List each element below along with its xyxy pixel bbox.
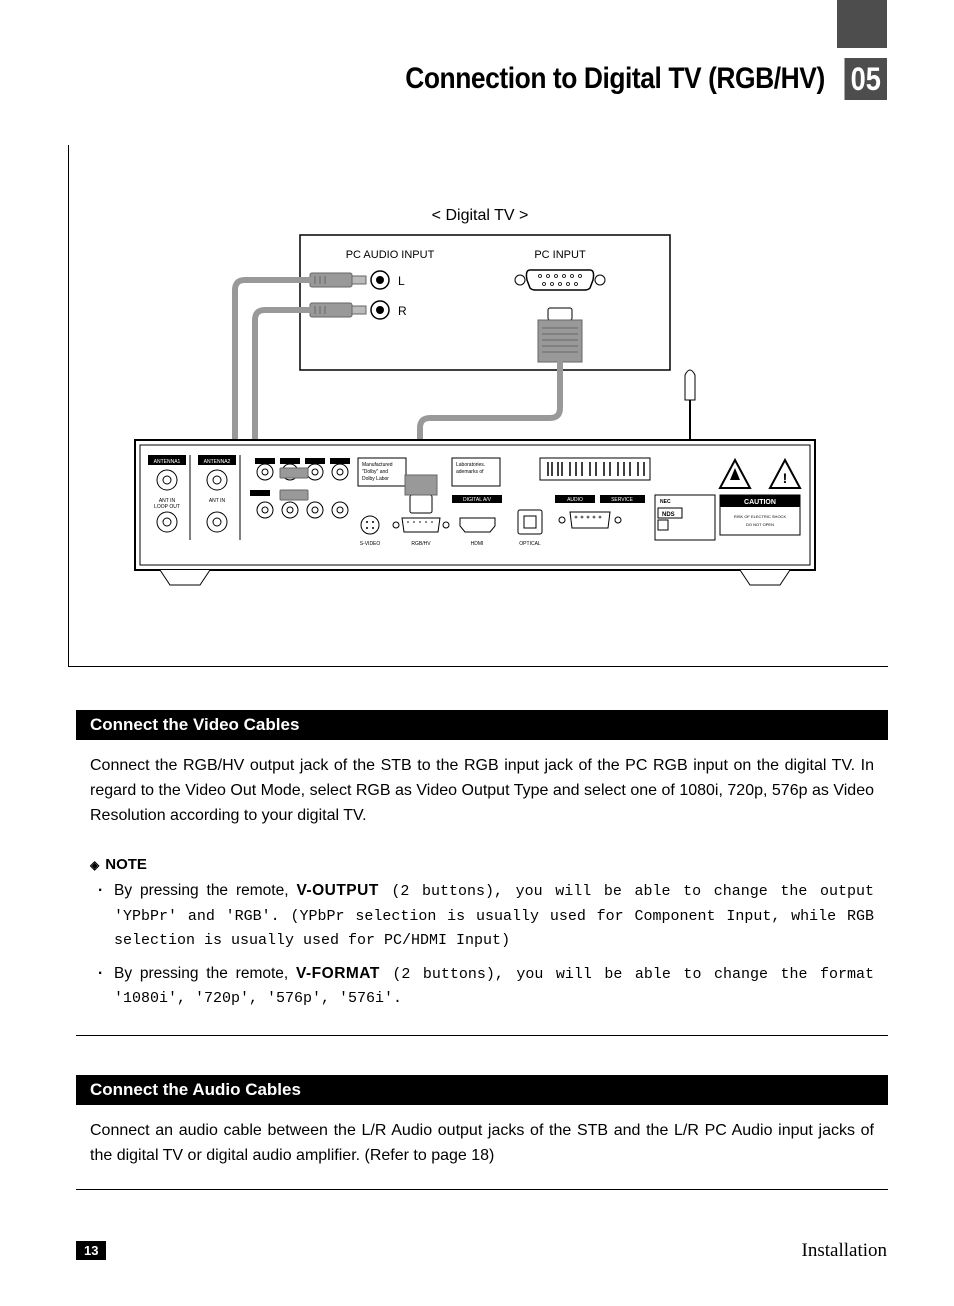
svg-text:RGB/HV: RGB/HV: [411, 541, 431, 547]
audio-section-body: Connect an audio cable between the L/R A…: [76, 1119, 888, 1190]
video-section-title: Connect the Video Cables: [76, 710, 888, 740]
svg-text:ademarks of: ademarks of: [456, 469, 484, 475]
note-item: By pressing the remote, V-OUTPUT (2 butt…: [90, 879, 874, 952]
svg-text:DIGITAL A/V: DIGITAL A/V: [463, 497, 492, 503]
svg-text:Laboratories.: Laboratories.: [456, 462, 485, 468]
audio-section: Connect the Audio Cables Connect an audi…: [76, 1075, 888, 1190]
svg-text:S-VIDEO: S-VIDEO: [360, 541, 381, 547]
svg-text:"Dolby" and: "Dolby" and: [362, 469, 388, 475]
audio-plug-l: [310, 273, 366, 287]
audio-l-label: L: [398, 274, 405, 288]
chapter-number: 05: [845, 58, 888, 100]
svg-text:ANTENNA1: ANTENNA1: [154, 459, 181, 465]
page-number: 13: [76, 1241, 106, 1260]
diagram-title-text: < Digital TV >: [432, 207, 529, 224]
vga-port-tv: [515, 270, 605, 290]
svg-text:AUDIO: AUDIO: [567, 497, 583, 503]
page-header: Connection to Digital TV (RGB/HV) 05: [348, 58, 887, 100]
svg-text:LOOP OUT: LOOP OUT: [154, 504, 180, 510]
video-section: Connect the Video Cables Connect the RGB…: [76, 710, 888, 1036]
pc-audio-input-label: PC AUDIO INPUT: [346, 249, 435, 261]
svg-text:!: !: [783, 470, 788, 486]
video-section-body: Connect the RGB/HV output jack of the ST…: [76, 754, 888, 828]
chapter-tab: [837, 0, 887, 48]
svg-text:CAUTION: CAUTION: [744, 499, 776, 506]
audio-r-label: R: [398, 304, 407, 318]
vga-plug-tv: [538, 308, 582, 362]
svg-text:NEC: NEC: [660, 499, 671, 505]
svg-text:NDS: NDS: [662, 512, 675, 518]
connection-diagram: < Digital TV > PC AUDIO INPUT L R PC INP…: [100, 200, 860, 640]
svg-text:ANTENNA2: ANTENNA2: [204, 459, 231, 465]
dolby-text-1: Manufactured: [362, 462, 393, 468]
svg-text:RISK OF ELECTRIC SHOCK: RISK OF ELECTRIC SHOCK: [734, 514, 787, 519]
svg-text:OPTICAL: OPTICAL: [519, 541, 541, 547]
audio-section-title: Connect the Audio Cables: [76, 1075, 888, 1105]
svg-text:SERVICE: SERVICE: [611, 497, 634, 503]
svg-text:DO NOT OPEN: DO NOT OPEN: [746, 522, 774, 527]
footer-section-name: Installation: [802, 1240, 887, 1262]
note-label: NOTE: [90, 856, 874, 873]
svg-text:HDMI: HDMI: [471, 541, 484, 547]
svg-text:Dolby Labor: Dolby Labor: [362, 476, 389, 482]
note-block: NOTE By pressing the remote, V-OUTPUT (2…: [76, 856, 888, 1035]
barcode: [540, 458, 650, 480]
page-title: Connection to Digital TV (RGB/HV): [405, 62, 825, 96]
note-item: By pressing the remote, V-FORMAT (2 butt…: [90, 962, 874, 1011]
svg-text:ANT IN: ANT IN: [209, 498, 226, 504]
pc-input-label: PC INPUT: [534, 249, 586, 261]
audio-plug-r: [310, 303, 366, 317]
